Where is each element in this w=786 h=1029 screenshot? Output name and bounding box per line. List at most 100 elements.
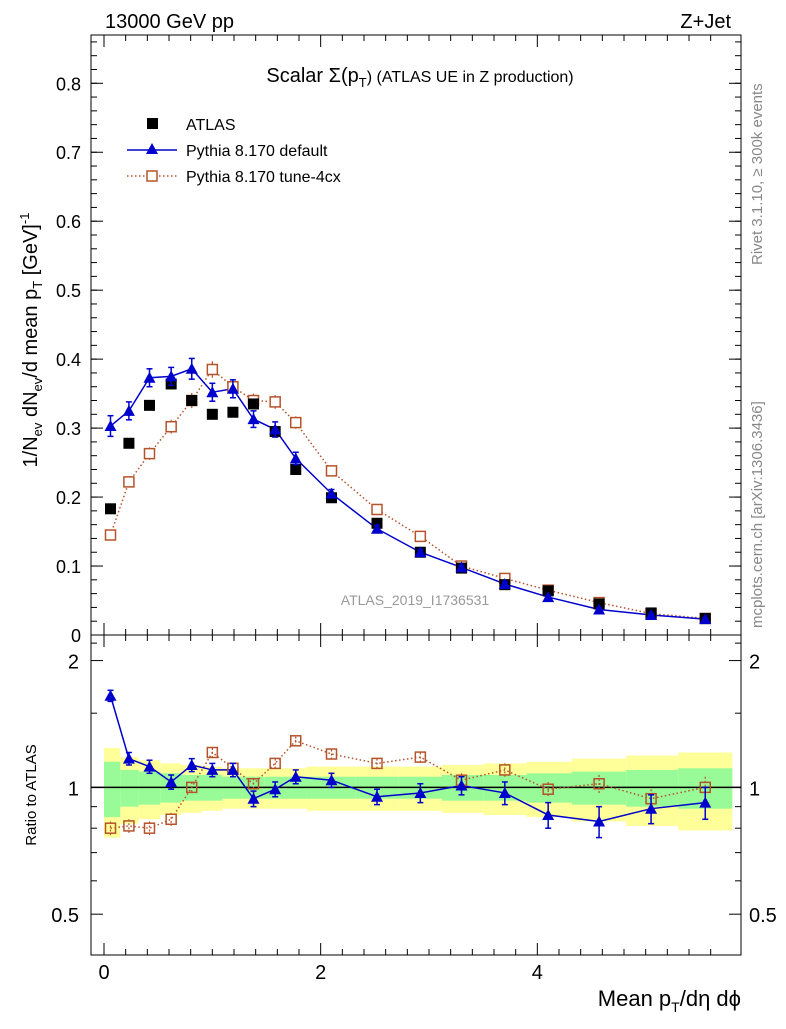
ratio-tune-point bbox=[542, 783, 554, 795]
ratio-default-point bbox=[247, 792, 260, 804]
ratio-x-axis: 0 2 4 bbox=[98, 635, 712, 984]
ratio-default-point bbox=[206, 763, 219, 775]
tune-point bbox=[104, 529, 117, 541]
main-plot-area bbox=[104, 357, 712, 625]
atlas-point bbox=[206, 408, 218, 420]
ratio-default-point bbox=[645, 802, 658, 814]
ratio-tune-point bbox=[165, 813, 177, 826]
ratio-default-point bbox=[226, 763, 239, 775]
ratio-default-point bbox=[165, 775, 178, 787]
xlabel-sub: T bbox=[671, 999, 680, 1015]
ratio-plot-area bbox=[104, 689, 712, 839]
ylabel-sub3: T bbox=[30, 281, 45, 289]
ratio-tune-point bbox=[104, 822, 117, 834]
default-point bbox=[455, 561, 468, 573]
ratio-ytick-label-right: 1 bbox=[749, 778, 760, 800]
default-point bbox=[498, 577, 511, 589]
ratio-default-point bbox=[122, 752, 135, 764]
default-point bbox=[247, 413, 260, 425]
legend-label-tune: Pythia 8.170 tune-4cx bbox=[186, 169, 341, 186]
tune-point bbox=[269, 396, 281, 408]
ratio-default-point bbox=[325, 774, 338, 786]
ratio-frame bbox=[90, 634, 742, 956]
default-point bbox=[593, 603, 606, 615]
ratio-ytick-label: 2 bbox=[68, 652, 79, 674]
ratio-tune-point bbox=[247, 778, 260, 790]
tune-point bbox=[371, 503, 383, 516]
atlas-point bbox=[144, 399, 155, 411]
ratio-ytick-label: 0.5 bbox=[51, 905, 79, 927]
main-ytick-label: 0.6 bbox=[56, 212, 81, 232]
default-point bbox=[185, 362, 198, 374]
ratio-ytick-label: 1 bbox=[68, 778, 79, 800]
ylabel-sub1: ev bbox=[30, 422, 45, 436]
ratio-tune-point bbox=[325, 748, 338, 760]
ratio-default-point bbox=[414, 786, 427, 798]
default-point bbox=[226, 382, 239, 394]
ratio-default-point bbox=[185, 759, 198, 771]
ratio-tune-point bbox=[186, 781, 198, 794]
ratio-default-point bbox=[104, 689, 117, 701]
plot-title: Scalar Σ(pT) (ATLAS UE in Z production) bbox=[266, 65, 573, 90]
ratio-y-axis-label: Ratio to ATLAS bbox=[23, 744, 40, 845]
default-point bbox=[104, 420, 117, 432]
series-line-default bbox=[110, 367, 706, 620]
ylabel-b: dN bbox=[20, 391, 42, 422]
atlas-point bbox=[290, 463, 302, 475]
xtick-label: 4 bbox=[532, 962, 543, 984]
ratio-default-point bbox=[371, 790, 383, 802]
atlas-point bbox=[186, 395, 198, 407]
main-x-axis bbox=[103, 35, 712, 635]
main-ytick-label: 0.1 bbox=[56, 557, 81, 577]
ratio-default-point bbox=[289, 770, 302, 782]
x-axis-label: Mean pT/dη dϕ bbox=[598, 986, 741, 1015]
ratio-default-point bbox=[269, 783, 282, 795]
main-ytick-label: 0.5 bbox=[56, 281, 81, 301]
default-point bbox=[699, 613, 712, 625]
atlas-point bbox=[123, 437, 135, 449]
ratio-tune-point bbox=[499, 764, 511, 776]
ratio-tune-point bbox=[123, 820, 135, 832]
tune-point bbox=[290, 416, 302, 429]
main-ytick-label: 0.2 bbox=[56, 488, 81, 508]
xlabel-a: Mean p bbox=[598, 986, 671, 1011]
ratio-tune-point bbox=[371, 757, 383, 770]
ratio-panel: 0.5 0.5 1 1 2 2 0 2 4 Ratio to ATLAS bbox=[23, 634, 777, 984]
legend-marker-default bbox=[146, 143, 158, 154]
ratio-tune-point bbox=[414, 751, 427, 763]
default-point bbox=[371, 522, 383, 534]
tune-point bbox=[165, 420, 177, 433]
default-point bbox=[325, 487, 338, 499]
default-point bbox=[645, 609, 658, 620]
ratio-y-axis: 0.5 0.5 1 1 2 2 bbox=[51, 642, 777, 927]
title-suffix: ) (ATLAS UE in Z production) bbox=[367, 69, 574, 86]
ylabel-sup: -1 bbox=[17, 213, 32, 225]
xlabel-b: /dη dϕ bbox=[680, 986, 741, 1011]
legend-marker-atlas bbox=[147, 118, 158, 129]
ratio-tune-point bbox=[290, 735, 302, 747]
atlas-point bbox=[227, 406, 239, 418]
ratio-default-point bbox=[593, 815, 606, 827]
title-sub: T bbox=[359, 75, 367, 90]
header-right: Z+Jet bbox=[680, 11, 731, 33]
y-axis-label: 1/Nev dNev/d mean pT [GeV]-1 bbox=[17, 213, 45, 468]
main-ytick-label: 0.7 bbox=[56, 143, 81, 163]
rivet-label: Rivet 3.1.10, ≥ 300k events bbox=[749, 83, 766, 265]
ylabel-a: 1/N bbox=[20, 436, 42, 467]
ratio-ytick-label-right: 2 bbox=[749, 652, 760, 674]
default-point bbox=[143, 371, 156, 383]
xtick-label: 0 bbox=[98, 962, 109, 984]
ratio-default-point bbox=[143, 760, 156, 772]
tune-point bbox=[123, 476, 135, 488]
tune-point bbox=[414, 530, 427, 543]
analysis-watermark: ATLAS_2019_I1736531 bbox=[341, 592, 490, 608]
main-y-axis: 0 0.1 0.2 0.3 0.4 0.5 0.6 0.7 0.8 bbox=[56, 41, 741, 646]
legend-marker-tune bbox=[146, 170, 158, 182]
ratio-band-green bbox=[120, 769, 139, 807]
main-panel: 00.10.20.30.40.50.60.70.8 Scalar Σ(pT) (… bbox=[17, 34, 742, 646]
main-ytick-label: 0.4 bbox=[56, 350, 81, 370]
ratio-tune-point bbox=[143, 822, 156, 834]
default-point bbox=[414, 546, 427, 558]
ylabel-d: [GeV] bbox=[20, 224, 42, 281]
ratio-band-green bbox=[104, 761, 121, 818]
